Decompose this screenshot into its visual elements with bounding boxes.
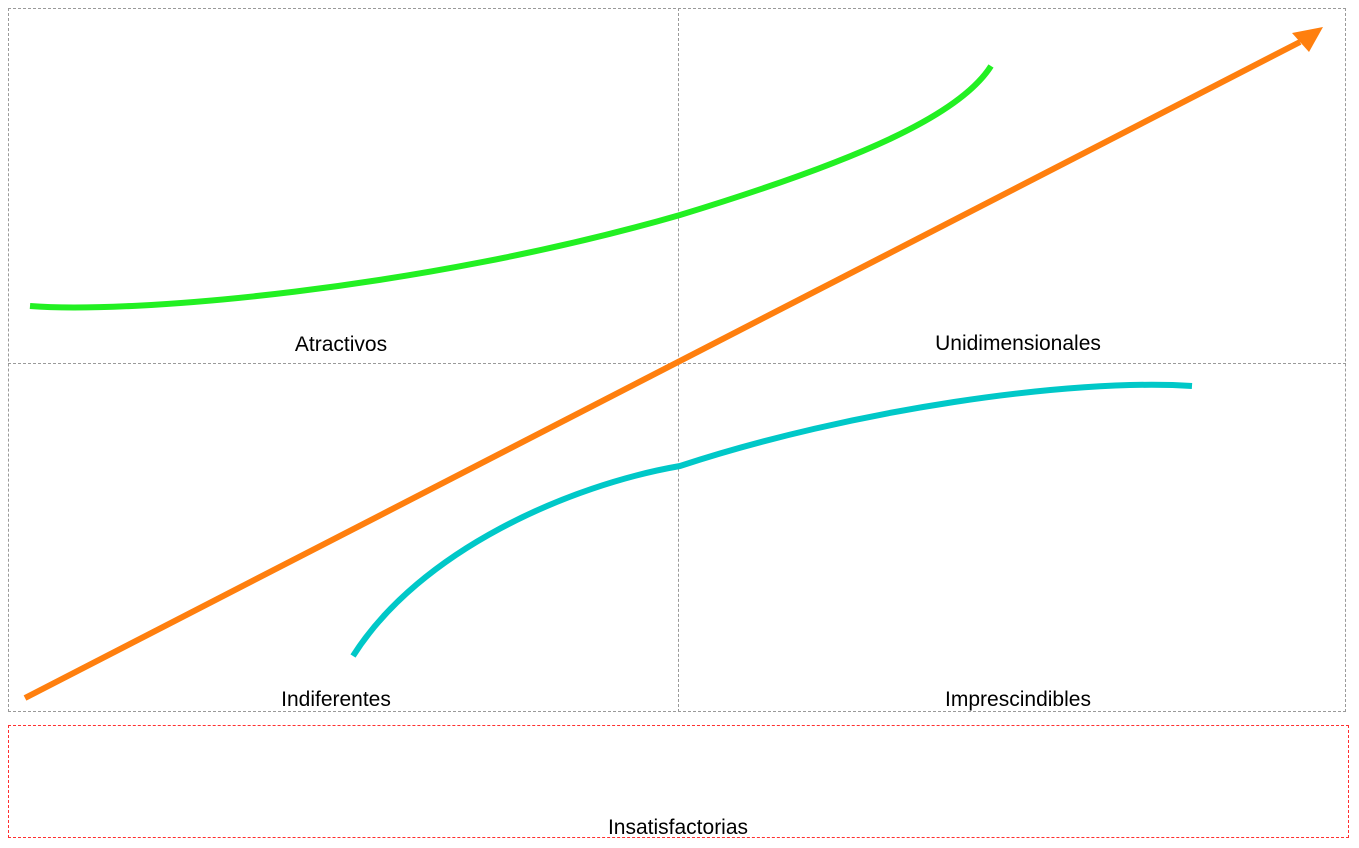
must-be-curve (350, 381, 1193, 658)
insatisfactorias-panel (8, 725, 1349, 838)
quadrant-label-atractivos: Atractivos (294, 333, 388, 356)
quadrant-label-imprescindibles: Imprescindibles (945, 688, 1091, 711)
panel-label-insatisfactorias: Insatisfactorias (607, 816, 749, 839)
quadrant-label-unidimensionales: Unidimensionales (935, 332, 1101, 355)
one-dimensional-arrow-line (23, 39, 1302, 701)
quadrant-grid (8, 8, 1346, 712)
attractive-curve (29, 64, 994, 311)
one-dimensional-arrow-head (1292, 27, 1323, 52)
quadrant-label-indiferentes: Indiferentes (281, 688, 391, 711)
